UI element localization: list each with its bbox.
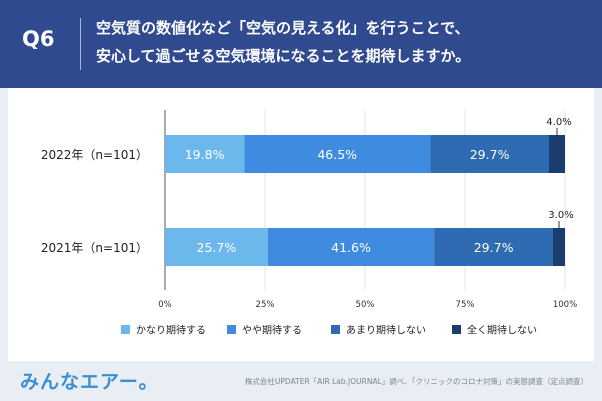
bar-segment <box>430 135 549 173</box>
category-label: 2021年（n=101） <box>41 241 148 255</box>
question-line-1: 空気質の数値化など「空気の見える化」を行うことで、 <box>96 19 470 37</box>
chart-card: 0% 25% 50% 75% 100% 2022年（n=101） 19.8% 46.5% 29.… <box>8 88 594 361</box>
question-line-2: 安心して過ごせる空気環境になることを期待しますか。 <box>96 47 471 65</box>
legend-label: やや期待する <box>242 324 302 337</box>
data-label: 3.0% <box>548 210 573 221</box>
bar-segment <box>267 228 435 266</box>
data-label: 29.7% <box>474 240 514 255</box>
data-label: 19.8% <box>185 147 225 162</box>
x-tick-label: 25% <box>256 300 275 310</box>
x-tick-label: 0% <box>158 300 172 310</box>
data-label: 4.0% <box>546 117 571 128</box>
bar-segment <box>553 228 565 266</box>
source-note: 株式会社UPDATER「AIR Lab.JOURNAL」調べ、「クリニックのコロ… <box>244 377 588 386</box>
category-label: 2022年（n=101） <box>41 148 148 162</box>
legend-swatch <box>331 325 340 334</box>
question-header: Q6 空気質の数値化など「空気の見える化」を行うことで、 安心して過ごせる空気環… <box>0 0 602 88</box>
x-tick-label: 100% <box>553 300 577 310</box>
x-tick-label: 75% <box>456 300 475 310</box>
bar-segment <box>165 135 245 173</box>
legend-swatch <box>452 325 461 334</box>
stacked-bar-chart: 0% 25% 50% 75% 100% 2022年（n=101） 19.8% 46.5% 29.… <box>41 110 577 337</box>
question-text: 空気質の数値化など「空気の見える化」を行うことで、 安心して過ごせる空気環境にな… <box>96 14 596 70</box>
data-label: 46.5% <box>317 147 357 162</box>
legend-label: あまり期待しない <box>346 324 426 337</box>
legend-swatch <box>121 325 130 334</box>
brand-logo: みんなエアー。 <box>20 371 159 393</box>
data-label: 29.7% <box>470 147 510 162</box>
legend-label: かなり期待する <box>136 324 206 337</box>
legend-swatch <box>227 325 236 334</box>
data-label: 25.7% <box>197 240 237 255</box>
header-divider <box>80 18 81 70</box>
data-label: 41.6% <box>331 240 371 255</box>
x-tick-label: 50% <box>356 300 375 310</box>
bar-segment <box>434 228 553 266</box>
question-number: Q6 <box>22 27 55 51</box>
bar-segment <box>244 135 431 173</box>
legend-label: 全く期待しない <box>467 324 537 337</box>
bar-segment <box>549 135 565 173</box>
bar-segment <box>165 228 268 266</box>
